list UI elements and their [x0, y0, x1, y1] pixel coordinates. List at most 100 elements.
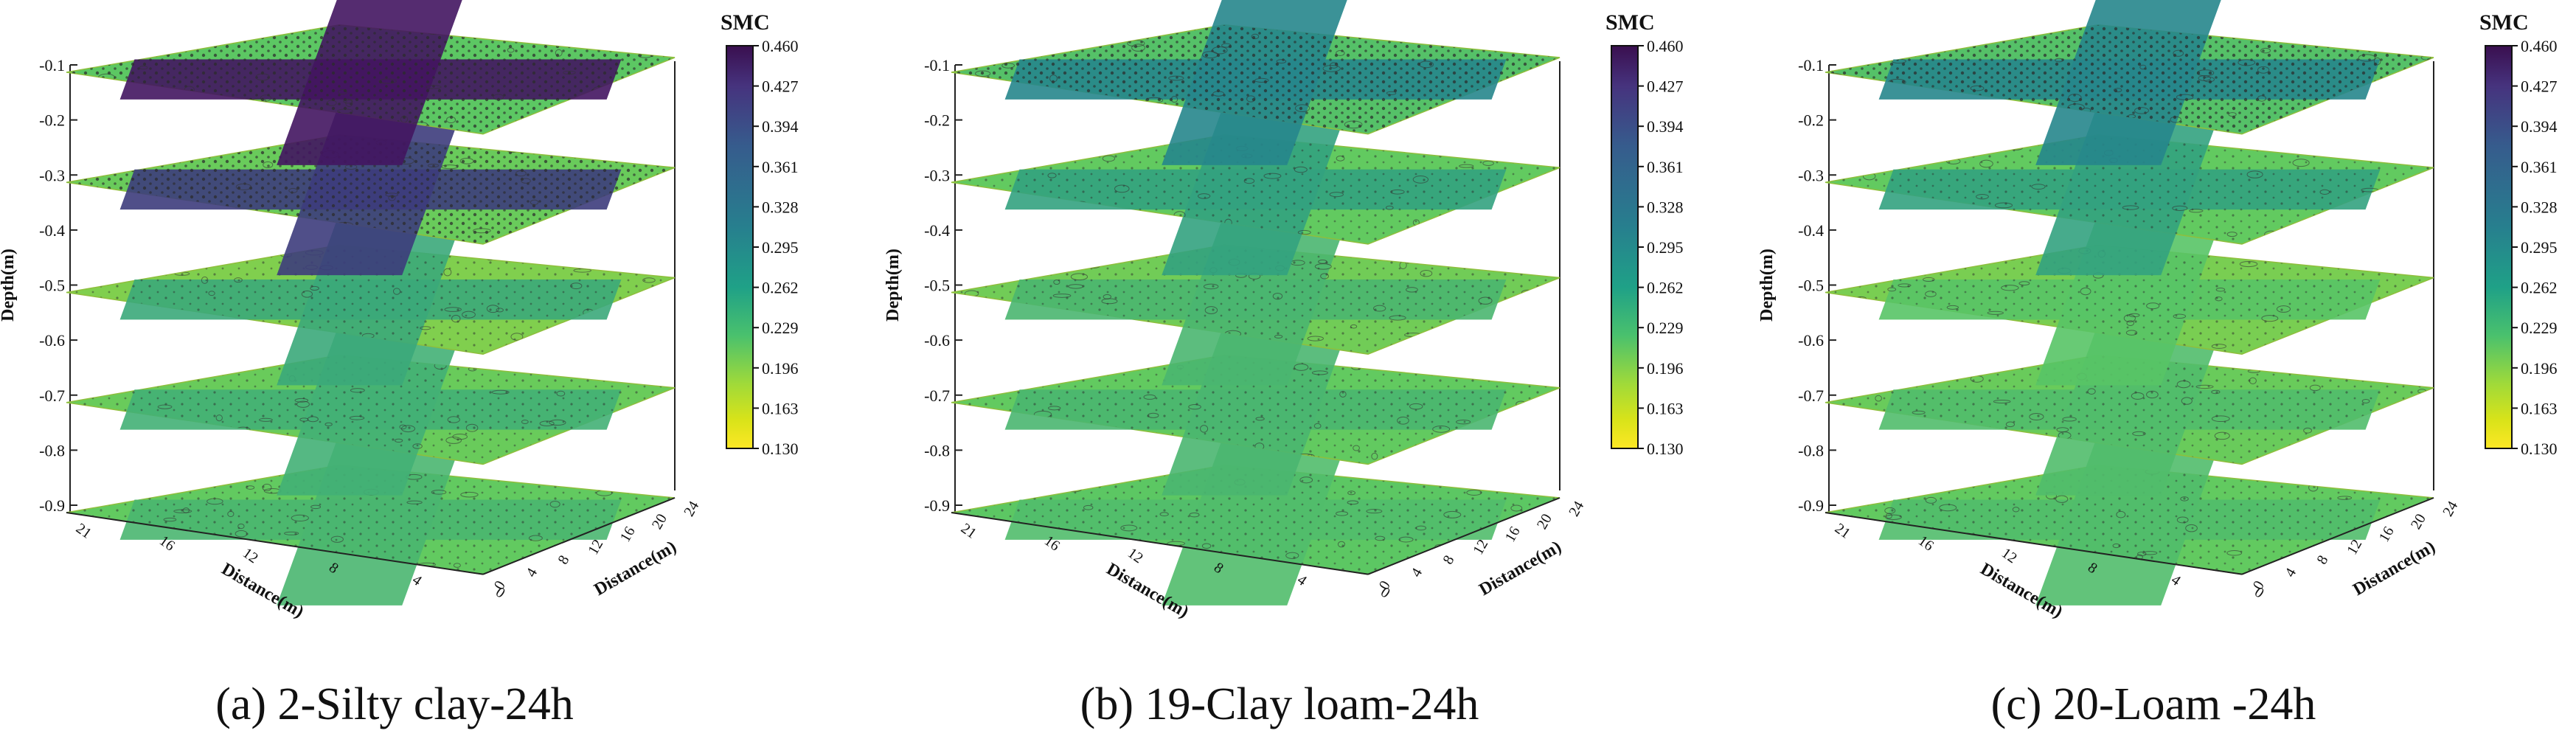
contour-ring	[595, 215, 603, 221]
colorbar-tick-label: 0.163	[762, 399, 799, 417]
contour-ring	[540, 235, 554, 239]
colorbar-tick-label: 0.163	[2521, 399, 2558, 417]
contour-ring	[1329, 192, 1344, 198]
contour-ring	[493, 94, 504, 101]
contour-ring	[600, 561, 610, 567]
chart-panel-0: -0.1 -0.2 -0.3 -0.4 -0.5 -0.6 -0.7 -0.8 -0.9 Dept…	[0, 0, 799, 729]
contour-ring	[2018, 281, 2030, 286]
contour-ring	[1049, 74, 1058, 83]
contour-ring	[549, 500, 560, 508]
contour-ring	[2373, 57, 2381, 66]
contour-ring	[544, 256, 557, 260]
contour-ring	[301, 290, 313, 298]
contour-ring	[1068, 284, 1084, 289]
contour-ring	[235, 530, 248, 538]
contour-ring	[259, 417, 273, 422]
contour-ring	[2211, 415, 2230, 423]
contour-ring	[1923, 277, 1935, 282]
contour-ring	[1320, 273, 1329, 280]
contour-ring	[2391, 26, 2405, 33]
contour-ring	[1100, 122, 1116, 128]
contour-ring	[1318, 260, 1327, 264]
contour-ring	[1443, 510, 1462, 518]
contour-ring	[465, 423, 479, 432]
contour-ring	[2309, 384, 2321, 392]
contour-ring	[2176, 380, 2191, 389]
contour-ring	[2180, 496, 2189, 502]
colorbar	[1611, 45, 1639, 449]
depth-tick-label: -0.6	[924, 331, 950, 350]
colorbar-tick-label: 0.328	[762, 198, 799, 216]
y-tick-label: 24	[2440, 499, 2461, 519]
contour-ring	[2350, 25, 2359, 32]
contour-ring	[1970, 85, 1985, 91]
contour-ring	[984, 147, 992, 152]
contour-ring	[2412, 227, 2428, 235]
contour-ring	[1002, 448, 1020, 456]
contour-ring	[2358, 54, 2376, 62]
depth-tick-label: -0.8	[1798, 441, 1824, 459]
contour-ring	[406, 500, 423, 504]
panel-caption: (b) 19-Clay loam-24h	[1080, 679, 1479, 729]
contour-ring	[1119, 336, 1128, 343]
contour-ring	[2176, 516, 2189, 524]
contour-ring	[1336, 155, 1345, 162]
y-tick-label: 12	[585, 537, 606, 558]
colorbar-tick-label: 0.130	[2521, 440, 2558, 458]
contour-ring	[262, 483, 272, 492]
contour-ring	[1083, 504, 1094, 510]
contour-ring	[2274, 234, 2290, 242]
contour-ring	[2308, 107, 2322, 113]
contour-ring	[1864, 532, 1875, 538]
contour-ring	[590, 125, 600, 131]
contour-ring	[491, 389, 510, 395]
y-tick-label: 8	[1440, 552, 1457, 567]
contour-ring	[239, 335, 254, 341]
contour-ring	[562, 212, 570, 220]
depth-tick-label: -0.5	[924, 277, 950, 295]
y-tick-label: 16	[617, 524, 639, 544]
depth-tick-label: -0.9	[1798, 496, 1824, 515]
colorbar-tick-label: 0.229	[1647, 319, 1684, 337]
contour-ring	[1255, 417, 1265, 421]
contour-ring	[547, 237, 558, 243]
contour-ring	[412, 443, 423, 449]
contour-texture	[66, 24, 675, 134]
contour-ring	[71, 430, 79, 436]
contour-ring	[1423, 111, 1441, 117]
contour-ring	[1994, 202, 2013, 209]
contour-ring	[1419, 60, 1434, 69]
contour-ring	[1925, 496, 1937, 504]
contour-ring	[2173, 49, 2184, 57]
contour-ring	[1390, 189, 1405, 195]
contour-ring	[607, 111, 621, 119]
y-tick-label: 4	[523, 566, 541, 580]
contour-ring	[558, 111, 574, 117]
contour-ring	[2330, 136, 2342, 144]
contour-ring	[1103, 294, 1112, 299]
depth-tick-label: -0.8	[39, 441, 65, 459]
y-tick-label: 12	[1470, 537, 1491, 558]
contour-ring	[299, 417, 309, 422]
depth-tick-label: -0.5	[1798, 277, 1824, 295]
contour-ring	[1148, 552, 1156, 556]
contour-ring	[1001, 63, 1016, 69]
contour-ring	[1412, 175, 1429, 184]
contour-ring	[1900, 362, 1908, 371]
contour-ring	[1294, 363, 1309, 371]
contour-texture	[66, 245, 675, 355]
contour-ring	[2271, 247, 2280, 254]
contour-ring	[1840, 555, 1855, 563]
contour-ring	[1882, 330, 1891, 337]
contour-ring	[103, 420, 114, 428]
contour-ring	[451, 314, 461, 323]
contour-ring	[2387, 437, 2398, 445]
depth-tick-label: -0.3	[39, 166, 65, 184]
contour-ring	[136, 343, 150, 348]
contour-ring	[234, 277, 243, 283]
contour-ring	[447, 416, 460, 423]
contour-ring	[1294, 166, 1308, 173]
contour-ring	[395, 438, 403, 443]
contour-ring	[1164, 444, 1173, 452]
contour-ring	[191, 209, 204, 215]
